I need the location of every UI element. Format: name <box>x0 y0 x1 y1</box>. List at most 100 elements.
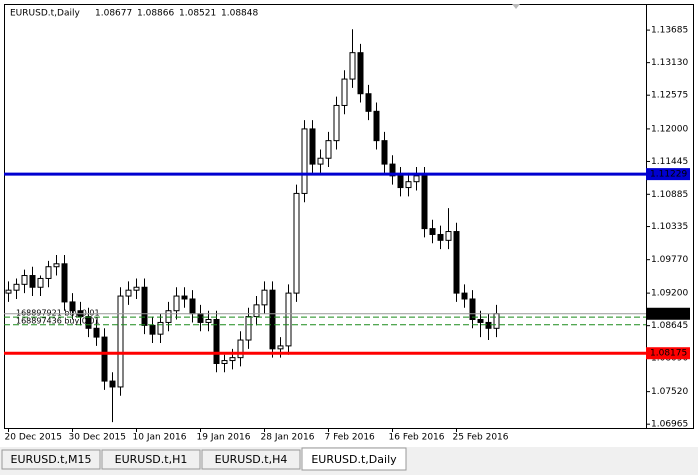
symbol-label: EURUSD.t,Daily <box>10 9 80 19</box>
x-tick-label: 28 Jan 2016 <box>261 433 315 443</box>
candle-body <box>61 263 68 303</box>
candle-body <box>261 289 268 306</box>
candle-body <box>461 292 468 300</box>
candle-body <box>165 310 172 323</box>
candle-body <box>285 292 292 347</box>
candle-body <box>317 157 324 165</box>
candle-body <box>437 233 444 241</box>
candle-body <box>349 52 356 80</box>
y-tick-label: 1.12575 <box>651 91 688 101</box>
candle-body <box>445 231 452 241</box>
candle-body <box>189 298 196 315</box>
candle-body <box>333 104 340 142</box>
y-tick-label: 1.10335 <box>651 222 688 232</box>
candle-body <box>205 319 212 323</box>
y-tick-label: 1.10885 <box>651 190 688 200</box>
order-label: 168897436 buy 0.01 <box>16 316 100 325</box>
order-label: 168897921 buy 0.01 <box>16 309 100 318</box>
candle-body <box>45 266 52 279</box>
level-label: 1.11229 <box>650 170 687 180</box>
header-price: 1.08677 <box>95 9 132 19</box>
y-tick-label: 1.07520 <box>651 387 688 397</box>
current-price-box <box>646 307 690 320</box>
candle-body <box>269 289 276 350</box>
y-tick-label: 1.09770 <box>651 255 688 265</box>
x-tick-label: 16 Feb 2016 <box>389 433 445 443</box>
candle-body <box>93 327 100 338</box>
candle-body <box>69 301 76 312</box>
tab-label[interactable]: EURUSD.t,M15 <box>11 453 92 466</box>
candle-body <box>301 128 308 194</box>
level-box <box>646 168 690 181</box>
tab-label[interactable]: EURUSD.t,Daily <box>311 453 397 466</box>
y-tick-label: 1.13685 <box>651 26 688 36</box>
current-price-label: 1.08848 <box>650 309 687 319</box>
tab[interactable] <box>301 447 407 471</box>
x-tick-label: 7 Feb 2016 <box>325 433 376 443</box>
candle-body <box>109 380 116 388</box>
candle-body <box>141 286 148 326</box>
candle-body <box>389 163 396 177</box>
candle-body <box>245 316 252 341</box>
x-tick-label: 20 Dec 2015 <box>5 433 63 443</box>
tab[interactable] <box>101 449 201 470</box>
candle-body <box>413 175 420 183</box>
candle-body <box>493 313 500 329</box>
candle-body <box>37 277 44 288</box>
candle-body <box>373 110 380 142</box>
y-tick-label: 1.08645 <box>651 321 688 331</box>
x-tick-label: 10 Jan 2016 <box>133 433 187 443</box>
x-tick-label: 19 Jan 2016 <box>197 433 251 443</box>
candle-body <box>157 321 164 335</box>
candle-body <box>325 140 332 159</box>
y-tick-label: 1.12000 <box>651 124 688 134</box>
candle-body <box>293 192 300 294</box>
tab-label[interactable]: EURUSD.t,H4 <box>215 453 288 466</box>
tab-label[interactable]: EURUSD.t,H1 <box>115 453 188 466</box>
candle-body <box>341 78 348 106</box>
candle-body <box>13 283 20 291</box>
candle-body <box>117 295 124 388</box>
candle-body <box>309 128 316 165</box>
candle-body <box>237 339 244 359</box>
candle-body <box>397 175 404 189</box>
candle-body <box>181 295 188 300</box>
candle-body <box>357 52 364 95</box>
candle-body <box>213 319 220 364</box>
tab[interactable] <box>1 449 101 470</box>
candle-body <box>381 140 388 165</box>
candle-body <box>229 357 236 362</box>
candle-body <box>405 181 412 189</box>
candle-body <box>173 295 180 312</box>
candle-body <box>133 286 140 291</box>
candle-body <box>477 319 484 323</box>
candle-body <box>21 275 28 285</box>
candle-body <box>197 313 204 323</box>
candle-body <box>29 275 36 288</box>
x-tick-label: 25 Feb 2016 <box>453 433 509 443</box>
candle-body <box>101 336 108 382</box>
candle-body <box>85 316 92 329</box>
candle-body <box>277 345 284 350</box>
y-tick-label: 1.11445 <box>651 157 688 167</box>
candle-body <box>149 324 156 335</box>
level-box <box>646 347 690 360</box>
x-tick-label: 30 Dec 2015 <box>69 433 127 443</box>
candle-body <box>469 298 476 321</box>
level-label: 1.08175 <box>650 349 687 359</box>
candle-body <box>429 228 436 235</box>
y-tick-label: 1.06965 <box>651 420 688 430</box>
tab[interactable] <box>201 449 301 470</box>
candle-body <box>221 360 228 364</box>
header-price: 1.08521 <box>179 9 216 19</box>
header-price: 1.08866 <box>137 9 174 19</box>
candle-body <box>365 93 372 112</box>
candle-body <box>453 231 460 294</box>
y-tick-label: 1.09200 <box>651 289 688 299</box>
candle-body <box>253 304 260 318</box>
candle-body <box>53 263 60 268</box>
y-tick-label: 1.13130 <box>651 58 688 68</box>
candle-body <box>125 289 132 297</box>
